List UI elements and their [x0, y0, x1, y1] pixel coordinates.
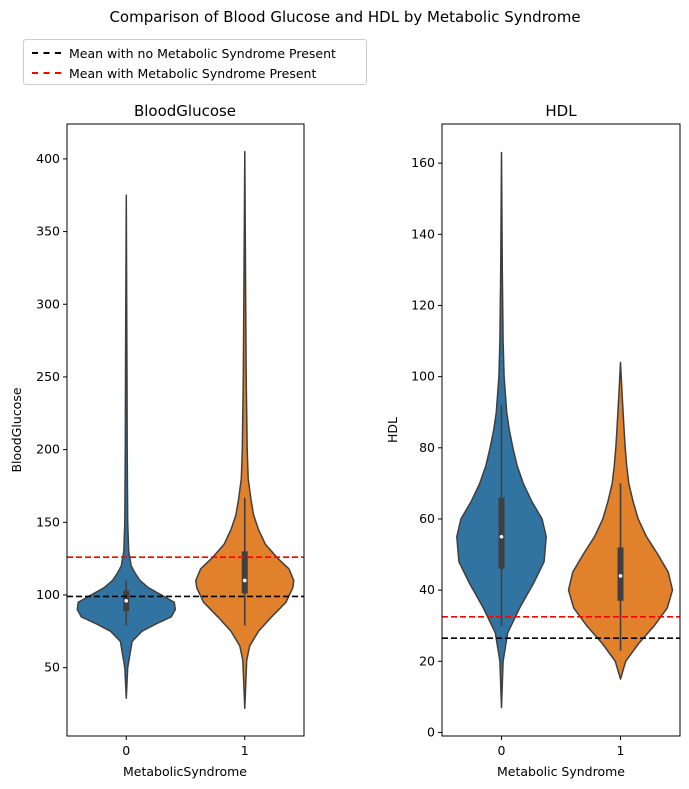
hdl-y-tick-label-80: 80 — [419, 440, 435, 455]
legend-item-syndrome-mean: Mean with Metabolic Syndrome Present — [32, 64, 316, 82]
bloodglucose-x-axis-label: MetabolicSyndrome — [123, 764, 247, 779]
bloodglucose-violin-1 — [195, 150, 295, 710]
hdl-y-tick-label-100: 100 — [411, 369, 435, 384]
bloodglucose-y-tick-label-150: 150 — [36, 514, 60, 529]
hdl-y-tick-label-120: 120 — [411, 297, 435, 312]
bloodglucose-y-tick-label-350: 350 — [36, 224, 60, 239]
bloodglucose-y-tick-label-50: 50 — [44, 660, 60, 675]
hdl-axes-frame — [441, 123, 681, 737]
legend-black-dashed-swatch — [32, 52, 61, 54]
hdl-x-tick-label-0: 0 — [498, 743, 506, 758]
hdl-x-axis-label: Metabolic Syndrome — [497, 764, 625, 779]
bloodglucose-violin-0 — [76, 194, 177, 699]
hdl-y-tick-label-60: 60 — [419, 511, 435, 526]
hdl-panel: HDL HDL Metabolic Syndrome 0 20 40 60 80 100 1… — [385, 102, 681, 779]
legend-red-dashed-swatch — [32, 72, 61, 74]
legend-label-no-syndrome: Mean with no Metabolic Syndrome Present — [69, 45, 336, 61]
legend-item-no-syndrome-mean: Mean with no Metabolic Syndrome Present — [32, 44, 336, 62]
bloodglucose-y-tick-label-200: 200 — [36, 442, 60, 457]
hdl-y-tick-label-20: 20 — [419, 653, 435, 668]
bloodglucose-x-tick-label-0: 0 — [122, 743, 130, 758]
hdl-y-tick-label-140: 140 — [411, 226, 435, 241]
hdl-plot-area: 0 20 40 60 80 100 120 140 160 0 1 — [411, 123, 681, 758]
legend-label-syndrome: Mean with Metabolic Syndrome Present — [69, 65, 317, 81]
figure-title: Comparison of Blood Glucose and HDL by M… — [109, 8, 580, 26]
bloodglucose-median-0 — [124, 599, 129, 603]
hdl-y-tick-label-0: 0 — [427, 724, 435, 739]
bloodglucose-plot-area: 50 100 150 200 250 300 350 400 0 1 — [36, 123, 305, 758]
bloodglucose-y-tick-label-250: 250 — [36, 369, 60, 384]
bloodglucose-panel: BloodGlucose BloodGlucose MetabolicSyndr… — [9, 102, 305, 779]
bloodglucose-y-axis-label: BloodGlucose — [9, 387, 24, 472]
bloodglucose-y-tick-label-400: 400 — [36, 151, 60, 166]
bloodglucose-y-tick-label-100: 100 — [36, 587, 60, 602]
hdl-median-0 — [499, 534, 504, 539]
hdl-y-tick-label-40: 40 — [419, 582, 435, 597]
bloodglucose-median-1 — [242, 578, 247, 583]
hdl-x-tick-label-1: 1 — [617, 743, 625, 758]
hdl-iqr-box-0 — [498, 497, 505, 569]
bloodglucose-x-tick-label-1: 1 — [241, 743, 249, 758]
bloodglucose-iqr-box-1 — [241, 551, 248, 594]
hdl-y-tick-label-160: 160 — [411, 155, 435, 170]
hdl-panel-title: HDL — [545, 102, 577, 120]
hdl-y-axis-label: HDL — [385, 417, 400, 443]
bloodglucose-axes-frame — [66, 123, 305, 737]
bloodglucose-y-tick-label-300: 300 — [36, 296, 60, 311]
hdl-median-1 — [618, 574, 623, 578]
legend: Mean with no Metabolic Syndrome Present … — [23, 39, 367, 85]
bloodglucose-panel-title: BloodGlucose — [134, 102, 236, 120]
